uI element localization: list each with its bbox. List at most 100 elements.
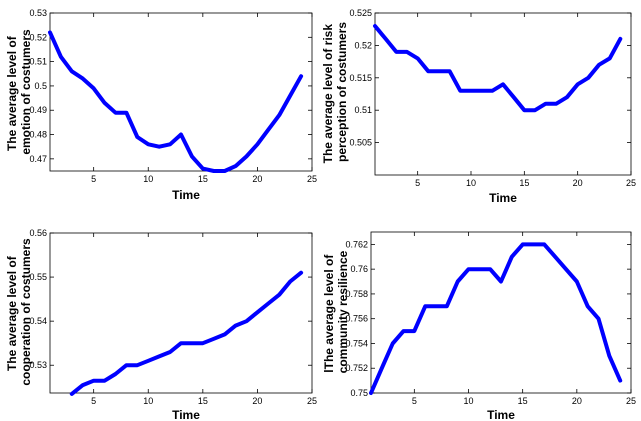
data-point: [467, 267, 470, 271]
x-tick-label: 5: [91, 174, 96, 184]
x-tick-label: 20: [252, 396, 262, 406]
data-point: [501, 82, 505, 86]
series-line: [48, 30, 304, 173]
data-point: [607, 354, 611, 358]
data-point: [146, 359, 150, 363]
data-point: [576, 82, 580, 86]
y-tick-label: 0.5: [34, 81, 47, 91]
x-tick-label: 15: [518, 396, 528, 406]
data-point: [103, 101, 107, 105]
data-point: [565, 95, 569, 99]
y-tick-label: 0.53: [29, 360, 47, 370]
y-axis-label-line-2: perception of costumers: [335, 22, 349, 162]
x-axis-label: Time: [172, 188, 200, 202]
x-tick-label: 10: [463, 396, 473, 406]
x-tick-label: 20: [573, 178, 583, 188]
data-point: [469, 89, 473, 93]
data-point: [394, 50, 398, 54]
data-point: [114, 111, 117, 115]
y-tick-label: 0.54: [29, 316, 47, 326]
data-point: [179, 341, 183, 345]
data-point: [255, 142, 259, 146]
series-points: [70, 271, 303, 396]
plot-area: [374, 12, 632, 176]
y-tick-label: 0.55: [29, 272, 47, 282]
x-tick-label: 5: [412, 396, 417, 406]
data-point: [488, 267, 492, 271]
data-point: [521, 242, 525, 246]
data-point: [124, 111, 128, 115]
y-axis-label-line-2: cooperation of costumers: [19, 238, 33, 386]
x-tick-label: 15: [198, 396, 208, 406]
panel-emotion: 5 10 15 20 25 0.47 0.48 0.49 0.5 0.51 0.52 0.53 Tim…: [5, 8, 317, 202]
data-point: [266, 128, 270, 132]
data-point: [477, 267, 481, 271]
data-point: [373, 24, 377, 28]
y-axis-label: The average level of risk perception of …: [321, 21, 349, 164]
data-point: [168, 350, 172, 354]
x-tick-label: 5: [415, 178, 420, 188]
data-point: [391, 342, 395, 345]
data-point: [299, 74, 303, 78]
series-points: [369, 242, 622, 395]
data-point: [618, 37, 622, 41]
data-point: [405, 50, 409, 54]
data-point: [608, 56, 612, 60]
tick-group: 5 10 15 20 25 0.75 0.752 0.754 0.756 0.758 0.76 0.7…: [345, 232, 636, 406]
x-tick-label: 20: [252, 174, 262, 184]
data-point: [412, 329, 416, 333]
data-point: [533, 108, 537, 112]
series-points: [373, 24, 622, 112]
data-point: [277, 293, 281, 297]
tick-group: 5 10 15 20 25 0.505 0.51 0.515 0.52 0.525: [349, 8, 636, 188]
y-tick-label: 0.56: [29, 228, 47, 238]
y-tick-label: 0.51: [29, 57, 47, 67]
data-point: [114, 372, 117, 376]
y-axis-label-line-1: The average level of risk: [321, 24, 335, 164]
y-tick-label: 0.762: [345, 239, 368, 249]
data-point: [190, 154, 194, 158]
data-point: [245, 319, 248, 323]
y-tick-label: 0.525: [349, 8, 372, 18]
x-tick-label: 25: [626, 178, 636, 188]
data-point: [135, 135, 139, 139]
y-tick-label: 0.756: [345, 314, 368, 324]
data-point: [380, 366, 384, 370]
y-tick-label: 0.754: [345, 338, 368, 348]
data-point: [81, 383, 85, 387]
data-point: [288, 94, 292, 98]
data-point: [544, 102, 548, 106]
data-point: [456, 280, 460, 283]
data-point: [499, 280, 503, 283]
data-point: [532, 242, 535, 246]
data-point: [490, 89, 494, 93]
data-point: [59, 55, 63, 59]
data-point: [437, 69, 441, 73]
series-line: [369, 242, 623, 395]
x-tick-label: 25: [307, 396, 317, 406]
y-tick-label: 0.76: [350, 264, 368, 274]
x-tick-label: 20: [572, 396, 582, 406]
y-axis-label-line-1: The average level of: [5, 35, 19, 151]
data-point: [277, 113, 281, 117]
panel-cooperation: 5 10 15 20 25 0.53 0.54 0.55 0.56 Time The avera…: [5, 228, 317, 421]
series-points: [48, 30, 303, 173]
data-point: [48, 30, 52, 34]
x-tick-label: 5: [91, 396, 96, 406]
plot-area: [49, 12, 313, 172]
data-point: [168, 142, 172, 146]
data-point: [458, 89, 462, 93]
y-axis-label-line-1: The average level of: [5, 255, 19, 371]
y-axis-label: The average level of emotion of costumer…: [5, 29, 33, 155]
data-point: [448, 69, 452, 73]
data-point: [512, 95, 516, 99]
x-axis-label: Time: [489, 191, 517, 205]
data-point: [146, 142, 150, 146]
y-tick-label: 0.75: [350, 388, 368, 398]
y-tick-label: 0.49: [29, 105, 47, 115]
series-line: [69, 270, 304, 396]
y-tick-label: 0.47: [29, 154, 47, 164]
y-axis-label: lThe average level of community resilien…: [322, 250, 350, 373]
data-point: [510, 255, 514, 259]
